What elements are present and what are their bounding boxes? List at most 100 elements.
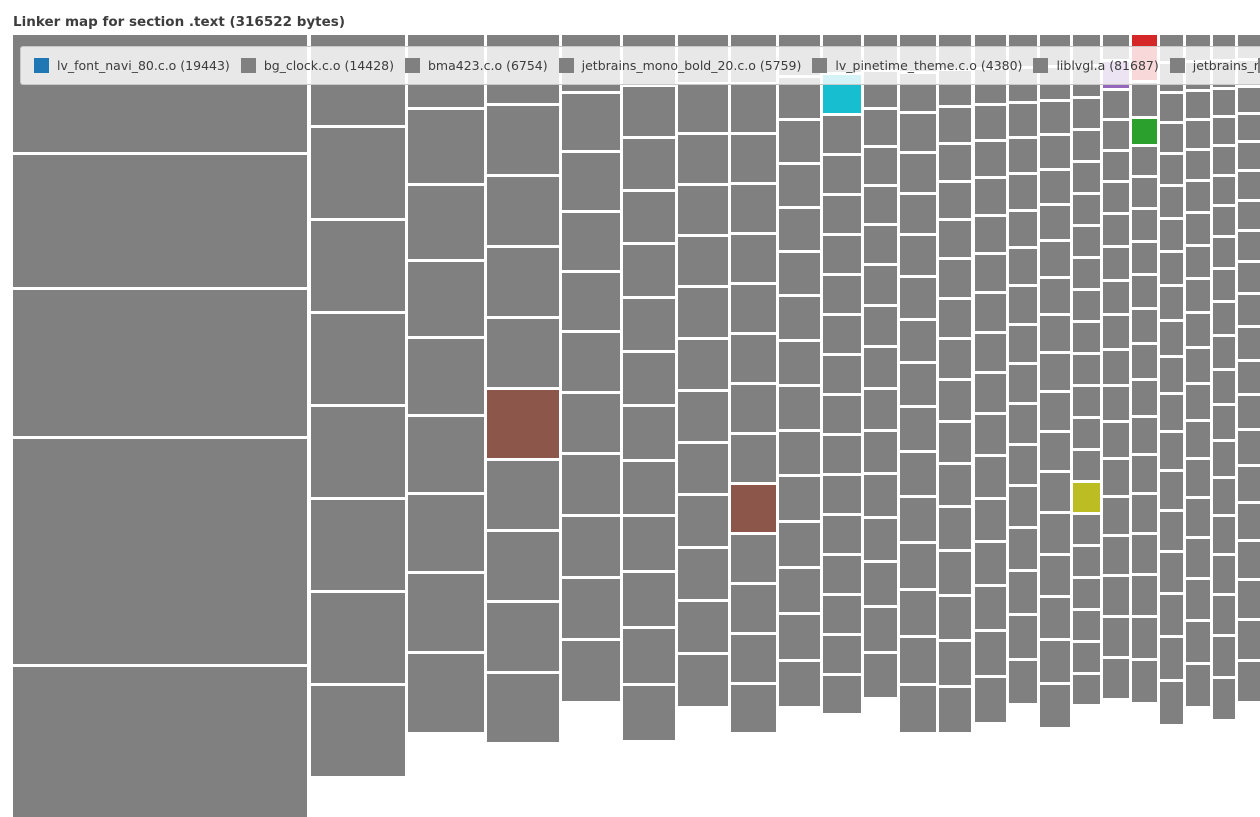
treemap-cell [900,638,936,683]
treemap-cell [1238,263,1260,292]
treemap-cell [823,156,861,193]
treemap-cell [864,348,897,387]
treemap-cell [779,432,820,474]
treemap-cell [1213,637,1235,676]
treemap-cell [1160,94,1183,121]
treemap-cell [1073,611,1100,640]
treemap-cell [1009,175,1037,209]
treemap-cell [779,615,820,659]
treemap-cell [900,114,936,151]
treemap-cell [900,236,936,275]
treemap-cell [1160,322,1183,355]
treemap-cell [1213,303,1235,334]
treemap-cell [408,186,484,259]
treemap-cell [623,517,675,570]
legend-label: lv_pinetime_theme.c.o (4380) [835,58,1023,73]
treemap-cell [731,435,776,482]
treemap-cell [900,453,936,495]
treemap-cell [487,603,559,671]
treemap-cell [1103,121,1129,149]
treemap-cell [975,415,1006,454]
treemap-cell [939,260,971,297]
treemap-cell [1009,572,1037,613]
treemap-cell [1073,259,1100,288]
treemap-cell [311,128,405,218]
treemap-cell [562,394,620,452]
treemap-cell [779,477,820,520]
treemap-cell [1009,529,1037,569]
treemap-cell-green [1132,119,1157,144]
treemap-cell [823,436,861,473]
treemap-cell [1103,659,1129,698]
treemap-cell [975,106,1006,139]
treemap-cell [1132,495,1157,532]
treemap-cell [975,294,1006,331]
treemap-cell [864,519,897,560]
legend-swatch-icon [405,58,420,73]
treemap-plot [13,35,1260,817]
treemap-cell [487,674,559,742]
treemap-cell [1186,349,1210,382]
legend-item: jetbrains_mono_bold_20.c.o (5759) [558,58,801,73]
treemap-cell-olive [1073,483,1100,512]
treemap-cell [1238,202,1260,229]
treemap-cell [939,183,971,218]
legend-swatch-icon [558,58,574,73]
treemap-cell [1103,215,1129,245]
legend-item: lv_font_navi_80.c.o (19443) [34,58,230,73]
treemap-cell [1186,580,1210,619]
treemap-cell [13,155,307,287]
treemap-cell [864,390,897,429]
treemap-cell [1213,177,1235,204]
treemap-cell [1186,247,1210,277]
treemap-cell [823,316,861,353]
treemap-cell [1213,596,1235,634]
treemap-cell [1160,155,1183,184]
treemap-cell [1186,385,1210,419]
treemap-cell [864,148,897,184]
treemap-cell [900,195,936,233]
treemap-cell [1186,539,1210,577]
treemap-cell [779,523,820,566]
treemap-cell [678,496,728,546]
treemap-cell [823,276,861,313]
treemap-cell [939,108,971,142]
treemap-cell [864,654,897,697]
treemap-cell [1073,515,1100,544]
treemap-cell [1160,395,1183,430]
linker-map-figure: Linker map for section .text (316522 byt… [13,14,1260,817]
treemap-cell [1040,641,1070,682]
treemap-cell [1103,423,1129,457]
treemap-cell [1040,598,1070,638]
treemap-cell [975,632,1006,675]
treemap-cell [1073,355,1100,384]
treemap-cell [311,500,405,590]
treemap-cell [487,106,559,174]
treemap-cell [1186,280,1210,311]
treemap-cell [1073,675,1100,704]
treemap-cell [779,342,820,384]
legend-item: bma423.c.o (6754) [405,58,548,73]
treemap-cell [1132,381,1157,415]
treemap-cell [1073,387,1100,416]
treemap-cell [1132,618,1157,658]
treemap-cell [900,278,936,318]
treemap-cell [1040,685,1070,727]
treemap-cell [1186,665,1210,706]
treemap-cell [623,299,675,350]
treemap-cell [1132,210,1157,240]
treemap-cell [678,444,728,493]
treemap-cell [1040,354,1070,390]
treemap-cell [1238,143,1260,169]
treemap-cell [1213,270,1235,300]
treemap-cell [1213,517,1235,553]
treemap-cell [1238,542,1260,578]
treemap-cell [864,475,897,516]
treemap-cell [1103,351,1129,384]
treemap-cell [939,145,971,180]
treemap-cell [623,353,675,404]
legend-label: bg_clock.c.o (14428) [263,58,394,73]
treemap-cell [1040,242,1070,276]
treemap-cell [1238,662,1260,701]
treemap-cell [1213,207,1235,235]
